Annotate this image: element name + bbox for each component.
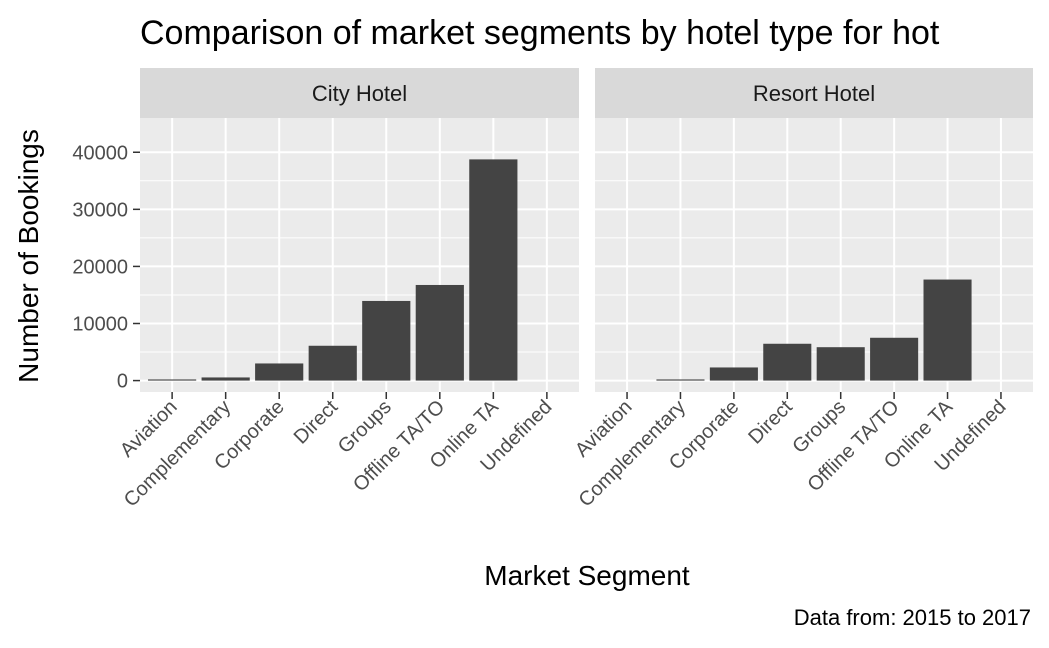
facet-strip xyxy=(140,68,579,118)
bar-direct xyxy=(763,343,812,381)
bar-corporate xyxy=(709,367,758,381)
y-tick-label: 0 xyxy=(117,371,128,393)
caption: Data from: 2015 to 2017 xyxy=(794,605,1031,630)
chart-title: Comparison of market segments by hotel t… xyxy=(140,14,940,52)
bar-complementary xyxy=(201,377,250,381)
y-tick-label: 30000 xyxy=(72,199,128,221)
bar-direct xyxy=(308,345,357,381)
bar-corporate xyxy=(255,363,304,381)
bar-groups xyxy=(816,347,865,381)
bar-complementary xyxy=(656,379,705,381)
facet-panel: Resort HotelAviationComplementaryCorpora… xyxy=(571,68,1033,511)
y-axis: 0 10000 20000 30000 40000 xyxy=(72,142,140,393)
x-axis-title: Market Segment xyxy=(484,560,690,591)
y-tick-label: 10000 xyxy=(72,314,128,336)
y-tick-label: 40000 xyxy=(72,142,128,164)
bar-online-ta xyxy=(923,279,972,381)
facet-strip-label: Resort Hotel xyxy=(753,81,875,106)
facet-strip-label: City Hotel xyxy=(312,81,407,106)
bar-aviation xyxy=(148,379,197,381)
bar-online-ta xyxy=(469,159,518,381)
y-tick-label: 20000 xyxy=(72,256,128,278)
bar-offline-ta-to xyxy=(415,284,464,381)
bar-offline-ta-to xyxy=(870,337,919,381)
facet-panels: City HotelAviationComplementaryCorporate… xyxy=(116,68,1033,511)
y-axis-title: Number of Bookings xyxy=(13,129,44,383)
facet-strip xyxy=(595,68,1033,118)
bar-groups xyxy=(362,300,411,381)
facet-panel: City HotelAviationComplementaryCorporate… xyxy=(116,68,579,511)
